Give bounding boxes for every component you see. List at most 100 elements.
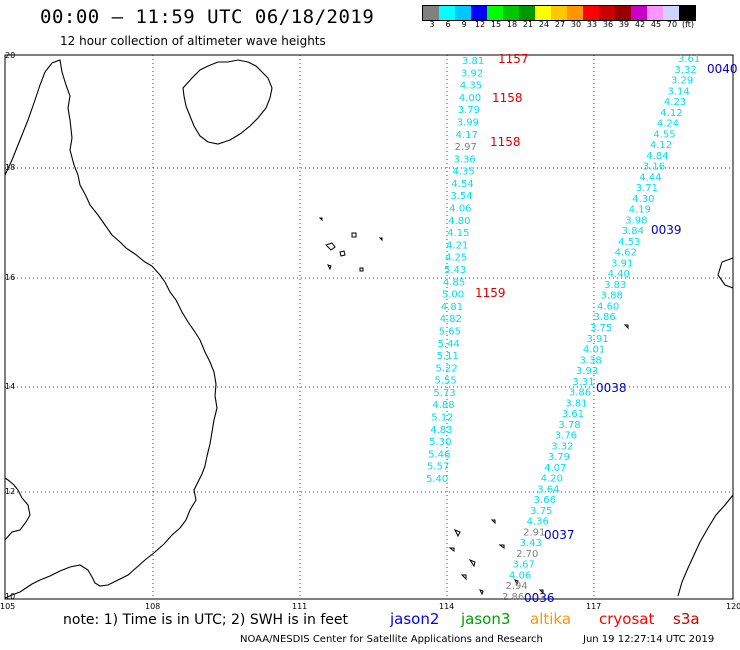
legend-swatch — [503, 6, 519, 20]
wave-height-label: 4.80 — [448, 216, 470, 227]
wave-height-label: 3.38 — [579, 355, 601, 366]
wave-height-label: 4.60 — [597, 301, 619, 312]
pass-time-label: 0037 — [544, 528, 575, 542]
wave-height-label: 3.81 — [462, 56, 484, 67]
wave-height-label: 2.86 — [502, 592, 524, 603]
pass-time-label: 0036 — [524, 591, 555, 605]
legend-label: 12 — [474, 20, 486, 29]
legend-swatch — [615, 6, 631, 20]
wave-height-label: 4.21 — [446, 240, 468, 251]
wave-height-label: 4.55 — [653, 129, 675, 140]
wave-height-label: 5.55 — [434, 376, 456, 387]
wave-height-label: 3.91 — [586, 334, 608, 345]
lon-tick-114: 114 — [439, 602, 455, 611]
legend-label: 21 — [522, 20, 534, 29]
lon-tick-120: 120 — [726, 602, 740, 611]
legend-label: 39 — [618, 20, 630, 29]
pass-time-label: 1158 — [490, 135, 521, 149]
legend-jason2: jason2 — [390, 610, 440, 628]
legend-swatch — [535, 6, 551, 20]
legend-altika: altika — [530, 610, 572, 628]
legend-swatch — [679, 6, 695, 20]
coastline-gulf — [4, 477, 31, 541]
legend-swatch — [631, 6, 647, 20]
legend-label: 70 — [666, 20, 678, 29]
lat-tick-12: 12 — [5, 487, 16, 496]
legend-label: 27 — [554, 20, 566, 29]
legend-swatch — [551, 6, 567, 20]
wave-height-label: 4.24 — [657, 119, 679, 130]
wave-height-label: 5.57 — [427, 462, 449, 473]
legend-cryosat: cryosat — [599, 610, 655, 628]
wave-height-label: 3.79 — [458, 105, 480, 116]
lon-tick-117: 117 — [586, 602, 602, 611]
pass-time-label: 0039 — [651, 223, 682, 237]
wave-height-label: 4.53 — [618, 237, 640, 248]
legend-label: 30 — [570, 20, 582, 29]
graticule — [5, 55, 733, 599]
pass-time-label: 1158 — [492, 91, 523, 105]
wave-height-label: 4.85 — [443, 277, 465, 288]
legend-swatch — [455, 6, 471, 20]
lat-tick-10: 10 — [5, 592, 16, 601]
wave-height-label: 3.84 — [622, 226, 644, 237]
wave-height-label: 4.00 — [459, 93, 481, 104]
wave-height-label: 3.91 — [611, 258, 633, 269]
wave-height-label: 3.32 — [551, 441, 573, 452]
wave-height-label: 3.76 — [555, 431, 577, 442]
legend-label: 9 — [461, 20, 467, 29]
wave-height-label: 3.71 — [636, 183, 658, 194]
legend-label: 18 — [506, 20, 518, 29]
wave-height-label: 5.65 — [439, 326, 461, 337]
legend-label: 33 — [586, 20, 598, 29]
legend-label: 3 — [429, 20, 435, 29]
track-east: 3.613.323.293.144.234.124.244.554.124.84… — [502, 54, 700, 603]
wave-height-label: 5.22 — [436, 363, 458, 374]
wave-height-label: 2.91 — [523, 527, 545, 538]
wave-height-label: 2.94 — [506, 581, 528, 592]
footer-source: NOAA/NESDIS Center for Satellite Applica… — [240, 634, 543, 645]
island-paracels — [318, 217, 383, 272]
wave-height-label: 2.97 — [455, 142, 477, 153]
coastline-philippines — [717, 257, 734, 289]
wave-height-label: 3.86 — [569, 388, 591, 399]
wave-height-label: 3.29 — [671, 76, 693, 87]
wave-height-label: 3.88 — [601, 291, 623, 302]
wave-height-label: 4.82 — [440, 314, 462, 325]
wave-height-label: 3.81 — [565, 398, 587, 409]
wave-height-label: 3.86 — [594, 312, 616, 323]
wave-height-label: 3.78 — [558, 420, 580, 431]
wave-height-label: 3.75 — [590, 323, 612, 334]
wave-height-label: 3.61 — [562, 409, 584, 420]
legend-swatch — [583, 6, 599, 20]
lat-tick-20: 20 — [5, 51, 16, 60]
wave-height-label: 4.40 — [608, 269, 630, 280]
wave-height-label: 4.07 — [544, 463, 566, 474]
legend-swatch — [439, 6, 455, 20]
wave-height-label: 4.19 — [629, 205, 651, 216]
wave-height-label: 4.06 — [509, 570, 531, 581]
lat-tick-14: 14 — [5, 382, 16, 391]
legend-swatch — [663, 6, 679, 20]
map-frame — [4, 54, 734, 600]
wave-height-label: 4.17 — [456, 130, 478, 141]
coastline-palawan — [677, 494, 734, 597]
wave-height-label: 4.12 — [660, 108, 682, 119]
legend-label: (ft) — [681, 20, 695, 29]
lon-tick-111: 111 — [292, 602, 308, 611]
wave-height-label: 3.99 — [457, 117, 479, 128]
pass-time-label: 0038 — [596, 381, 627, 395]
wave-height-label: 4.23 — [664, 97, 686, 108]
wave-height-label: 3.14 — [667, 86, 689, 97]
wave-height-label: 3.32 — [674, 65, 696, 76]
wave-height-label: 5.00 — [442, 290, 464, 301]
wave-height-label: 3.64 — [537, 484, 559, 495]
wave-height-label: 4.81 — [441, 302, 463, 313]
wave-height-label: 3.67 — [513, 560, 535, 571]
wave-height-label: 5.11 — [437, 351, 459, 362]
wave-height-label: 4.83 — [430, 425, 452, 436]
wave-height-label: 4.35 — [452, 167, 474, 178]
wave-height-label: 3.61 — [678, 54, 700, 65]
wave-height-label: 4.01 — [583, 345, 605, 356]
